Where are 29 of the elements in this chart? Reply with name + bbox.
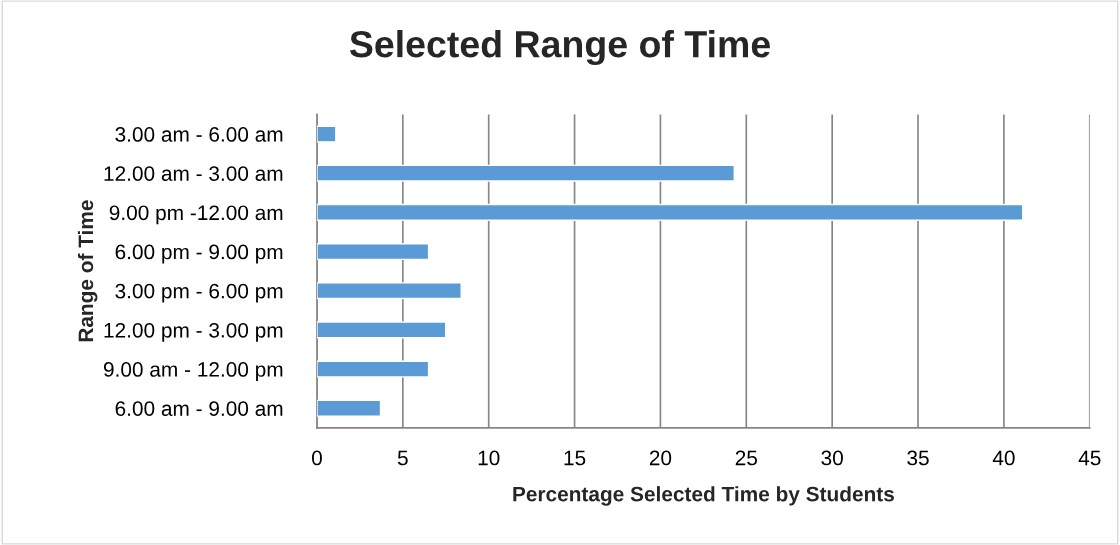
y-tick-label: 9.00 pm -12.00 am <box>109 205 283 225</box>
x-tick-label: 35 <box>907 450 929 466</box>
bar <box>316 282 462 300</box>
bar <box>316 360 430 378</box>
x-tick-label: 0 <box>311 450 322 466</box>
y-tick-label: 12.00 am - 3.00 am <box>104 166 283 181</box>
y-tick-label: 6.00 pm - 9.00 pm <box>115 244 283 264</box>
y-tick-label: 6.00 am - 9.00 am <box>115 401 283 416</box>
chart-title: Selected Range of Time <box>349 29 770 66</box>
x-tick-label: 40 <box>992 450 1015 466</box>
x-tick-label: 10 <box>478 450 500 466</box>
x-tick-label: 30 <box>821 450 843 466</box>
y-tick-label: 12.00 pm - 3.00 pm <box>104 322 283 342</box>
bar <box>316 125 337 143</box>
bar <box>316 203 1024 221</box>
x-tick-label: 45 <box>1078 450 1101 466</box>
x-axis-title: Percentage Selected Time by Students <box>513 486 894 506</box>
x-tick-label: 15 <box>564 450 586 466</box>
x-tick-label: 5 <box>397 450 408 466</box>
y-axis-title: Range of Time <box>77 200 98 342</box>
bar <box>316 399 382 417</box>
bar <box>316 164 735 182</box>
y-tick-label: 9.00 am - 12.00 pm <box>103 362 283 381</box>
bar <box>316 321 447 339</box>
x-tick-label: 25 <box>735 450 758 466</box>
bar <box>316 243 430 261</box>
y-tick-label: 3.00 pm - 6.00 pm <box>115 283 283 303</box>
x-tick-label: 20 <box>649 450 672 466</box>
y-tick-label: 3.00 am - 6.00 am <box>115 127 283 142</box>
